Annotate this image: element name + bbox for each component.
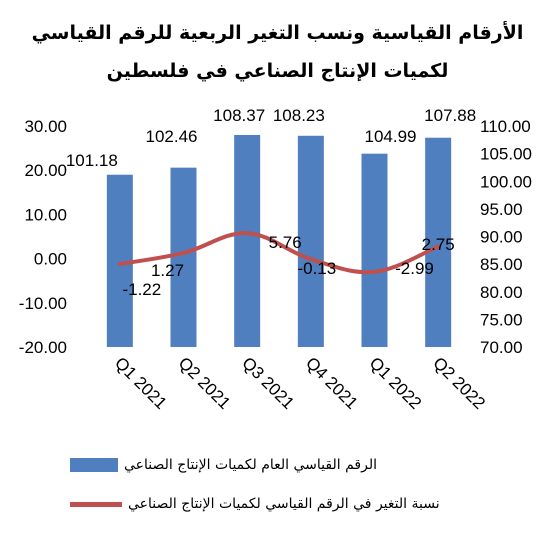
bar-data-label: 101.18 xyxy=(66,151,118,170)
line-data-label: -2.99 xyxy=(395,259,434,278)
x-axis-category-label: Q1 2021 xyxy=(111,353,171,413)
change-series-line xyxy=(117,231,441,275)
combo-chart: -20.00 -10.00 0.00 10.00 20.00 30.00 70.00 75.0… xyxy=(19,106,532,413)
line-data-label: -0.13 xyxy=(297,259,336,278)
line-data-label: -1.22 xyxy=(122,280,161,299)
chart-title-line-2: لكميات الإنتاج الصناعي في فلسطين xyxy=(106,60,449,82)
legend-item-line: نسبة التغير في الرقم القياسي لكميات الإن… xyxy=(70,496,440,512)
line-data-label: 5.76 xyxy=(269,233,302,252)
bar-data-label: 108.23 xyxy=(273,106,325,125)
bar-data-label: 104.99 xyxy=(365,127,417,146)
right-axis-tick-label: 110.00 xyxy=(480,117,531,136)
legend-bar-swatch xyxy=(70,458,118,472)
left-axis-tick-label: 20.00 xyxy=(24,161,67,180)
x-axis-category-label: Q2 2021 xyxy=(175,353,235,413)
bar-data-label: 107.88 xyxy=(424,106,476,125)
left-axis-tick-label: 10.00 xyxy=(24,205,67,224)
left-axis-tick-label: 0.00 xyxy=(34,250,67,269)
line-data-label: 2.75 xyxy=(422,235,455,254)
right-axis-tick-label: 85.00 xyxy=(480,255,523,274)
bar xyxy=(297,135,324,347)
line-data-label: 1.27 xyxy=(151,261,184,280)
right-axis-tick-label: 70.00 xyxy=(480,338,523,357)
right-axis-tick-label: 95.00 xyxy=(480,200,523,219)
legend-bar-label: الرقم القياسي العام لكميات الإنتاج الصنا… xyxy=(124,457,377,473)
left-axis-tick-label: -20.00 xyxy=(19,338,67,357)
bar xyxy=(234,135,261,347)
legend-item-bars: الرقم القياسي العام لكميات الإنتاج الصنا… xyxy=(70,457,377,473)
legend-line-label: نسبة التغير في الرقم القياسي لكميات الإن… xyxy=(128,496,440,512)
right-axis-tick-label: 100.00 xyxy=(480,172,532,191)
chart-title-line-1: الأرقام القياسية ونسب التغير الربعية للر… xyxy=(31,22,524,44)
bar-data-label: 108.37 xyxy=(213,106,265,125)
x-axis-category-label: Q2 2022 xyxy=(429,353,489,413)
right-axis-tick-label: 90.00 xyxy=(480,228,523,247)
x-axis-category-label: Q4 2021 xyxy=(302,353,362,413)
x-axis-category-label: Q1 2022 xyxy=(366,353,426,413)
left-axis-tick-label: -10.00 xyxy=(19,294,67,313)
right-axis-tick-label: 80.00 xyxy=(480,283,523,302)
right-axis-tick-label: 105.00 xyxy=(480,145,532,164)
left-axis-tick-label: 30.00 xyxy=(24,117,67,136)
x-axis-category-label: Q3 2021 xyxy=(238,353,298,413)
bar xyxy=(361,153,388,347)
right-axis-tick-label: 75.00 xyxy=(480,310,523,329)
legend-line-swatch xyxy=(70,501,122,507)
bar xyxy=(425,137,452,347)
bar-data-label: 102.46 xyxy=(146,127,198,146)
bar xyxy=(170,167,197,347)
